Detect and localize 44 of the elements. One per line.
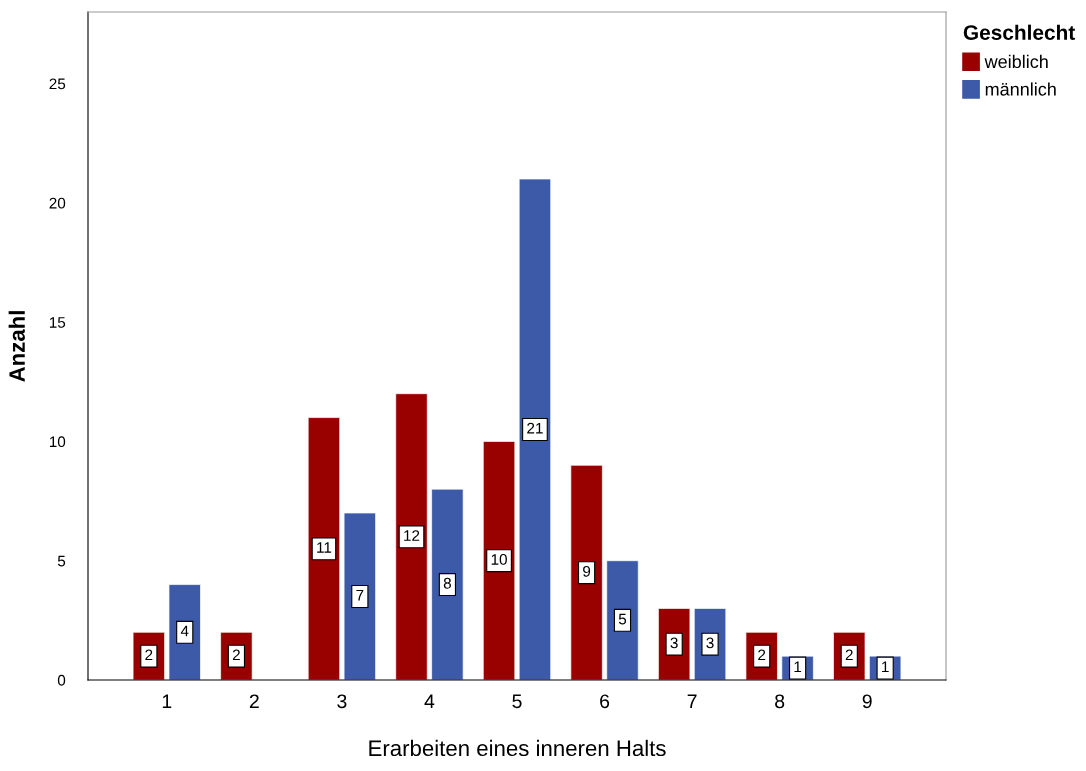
data-label: 2 [145, 649, 153, 661]
x-tick-label: 2 [249, 694, 259, 708]
data-label: 2 [845, 649, 853, 661]
data-label: 3 [670, 637, 678, 649]
x-tick-label: 5 [512, 694, 522, 709]
x-tick-label: 4 [424, 694, 435, 708]
data-label: 21 [527, 422, 543, 434]
y-tick-label: 5 [57, 555, 66, 567]
y-tick-label: 0 [57, 674, 66, 686]
x-tick-label: 1 [162, 694, 172, 708]
x-tick-label: 3 [337, 694, 347, 709]
data-label: 10 [491, 554, 507, 565]
data-label: 2 [758, 649, 766, 661]
y-tick-label: 25 [49, 78, 66, 90]
y-tick-label: 20 [49, 197, 66, 209]
bar [431, 488, 464, 680]
data-label: 5 [618, 613, 627, 625]
bar [395, 393, 428, 680]
data-label: 9 [583, 565, 591, 577]
data-label: 8 [443, 577, 451, 589]
data-label: 7 [356, 589, 364, 601]
data-label: 2 [232, 649, 240, 661]
bar [518, 178, 552, 680]
bar [570, 464, 603, 680]
data-label: 12 [404, 530, 420, 541]
data-label: 3 [706, 637, 714, 649]
legend-label: weiblich [984, 54, 1048, 69]
x-tick-label: 6 [600, 694, 610, 709]
x-tick-label: 9 [862, 694, 872, 709]
data-label: 1 [882, 661, 889, 673]
legend-label: männlich [985, 82, 1056, 96]
data-label: 4 [180, 625, 189, 637]
bar [343, 512, 376, 680]
y-axis-title: Anzahl [8, 311, 25, 382]
x-tick-label: 8 [775, 694, 785, 709]
y-tick-label: 15 [49, 317, 66, 328]
bar [307, 417, 341, 680]
bar [482, 441, 516, 680]
data-label: 1 [794, 661, 802, 673]
y-tick-label: 10 [49, 436, 66, 448]
legend-title: Geschlecht [963, 24, 1075, 40]
x-axis-title: Erarbeiten eines inneren Halts [369, 739, 666, 757]
data-label: 11 [317, 542, 332, 553]
x-tick-label: 7 [687, 694, 697, 708]
